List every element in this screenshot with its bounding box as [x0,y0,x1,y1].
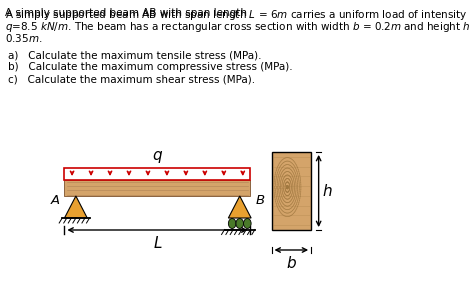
Circle shape [236,218,244,229]
Bar [272,152,311,230]
Text: $h$: $h$ [322,183,333,199]
Polygon shape [228,196,251,218]
Text: $b$: $b$ [286,255,297,271]
Circle shape [228,218,236,229]
Text: c)   Calculate the maximum shear stress (MPa).: c) Calculate the maximum shear stress (M… [8,74,255,84]
Text: $q$=8.5 $kN/m$. The beam has a rectangular cross section with width $b$ = 0.2$m$: $q$=8.5 $kN/m$. The beam has a rectangul… [5,20,474,34]
Text: a)   Calculate the maximum tensile stress (MPa).: a) Calculate the maximum tensile stress … [8,50,261,60]
Circle shape [244,218,251,229]
Text: $B$: $B$ [255,194,265,207]
Text: b)   Calculate the maximum compressive stress (MPa).: b) Calculate the maximum compressive str… [8,62,292,72]
Bar [64,168,250,180]
Text: $A$: $A$ [50,194,61,207]
Text: $L$: $L$ [153,235,162,251]
Text: A simply supported beam AB with span length: A simply supported beam AB with span len… [5,8,250,18]
Text: $q$: $q$ [152,149,163,165]
Text: 0.35$m$.: 0.35$m$. [5,32,42,44]
Text: A simply supported beam AB with span length $L$ = 6$m$ carries a uniform load of: A simply supported beam AB with span len… [5,8,467,22]
Bar [64,180,250,196]
Polygon shape [64,196,87,218]
